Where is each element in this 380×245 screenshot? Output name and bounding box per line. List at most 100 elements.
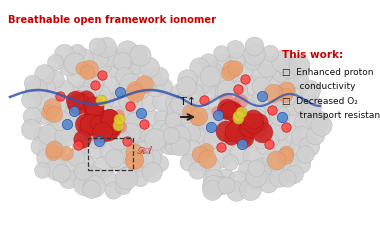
Point — [276, 175, 282, 179]
Point — [233, 129, 239, 133]
Point — [96, 132, 102, 136]
Point — [318, 123, 325, 127]
Point — [298, 134, 304, 138]
Point — [124, 140, 130, 144]
Point — [239, 116, 245, 120]
Point — [62, 134, 68, 138]
Point — [114, 123, 120, 127]
Point — [109, 122, 116, 126]
Point — [185, 160, 192, 164]
Point — [124, 174, 130, 178]
Point — [132, 91, 138, 95]
Point — [230, 134, 236, 138]
Point — [107, 149, 113, 153]
Point — [78, 175, 84, 179]
Point — [139, 148, 146, 152]
Point — [138, 111, 144, 115]
Point — [122, 74, 128, 78]
Point — [170, 118, 176, 122]
Point — [127, 105, 133, 109]
Point — [182, 118, 188, 122]
Point — [42, 99, 48, 103]
Point — [108, 124, 114, 128]
Point — [66, 115, 72, 119]
Point — [261, 118, 267, 122]
Point — [81, 182, 87, 186]
Point — [225, 72, 231, 75]
Point — [57, 94, 63, 98]
Point — [115, 114, 121, 118]
Point — [284, 176, 290, 180]
Point — [105, 128, 111, 132]
Point — [223, 98, 230, 102]
Point — [152, 137, 158, 141]
Point — [78, 145, 84, 149]
Point — [73, 155, 79, 159]
Point — [82, 122, 88, 126]
Point — [250, 122, 256, 125]
Point — [125, 97, 131, 101]
Point — [132, 133, 138, 137]
Point — [235, 87, 241, 91]
Point — [116, 117, 122, 121]
Point — [226, 107, 232, 111]
Point — [227, 72, 233, 75]
Point — [79, 137, 86, 141]
Point — [228, 133, 234, 137]
Point — [268, 95, 274, 99]
Point — [251, 83, 257, 87]
Point — [53, 167, 59, 171]
Point — [241, 131, 247, 135]
Point — [91, 174, 97, 178]
Point — [71, 61, 77, 65]
Point — [240, 68, 246, 72]
Point — [207, 165, 213, 169]
Point — [177, 144, 183, 147]
Point — [239, 142, 245, 146]
Point — [131, 150, 137, 154]
Point — [141, 122, 147, 126]
Point — [74, 143, 81, 147]
Point — [41, 72, 47, 76]
Point — [234, 89, 240, 93]
Point — [142, 157, 149, 161]
Point — [111, 128, 117, 132]
Point — [99, 115, 105, 119]
Point — [283, 125, 289, 129]
Point — [93, 123, 99, 127]
Point — [108, 124, 114, 128]
Point — [171, 143, 177, 147]
Point — [298, 103, 304, 107]
Point — [100, 165, 106, 169]
Point — [87, 122, 93, 126]
Point — [283, 151, 290, 155]
Point — [84, 71, 90, 74]
Point — [45, 132, 51, 136]
Point — [228, 67, 234, 71]
Point — [134, 53, 140, 57]
Point — [132, 121, 138, 125]
Point — [235, 179, 241, 183]
Point — [245, 121, 252, 124]
Point — [158, 127, 165, 131]
Point — [111, 156, 117, 159]
Point — [107, 116, 113, 120]
Point — [52, 77, 59, 81]
Point — [88, 187, 94, 191]
Point — [215, 113, 221, 117]
Point — [196, 119, 202, 122]
Point — [235, 93, 241, 97]
Point — [177, 91, 183, 95]
Point — [174, 108, 180, 112]
Point — [84, 99, 90, 103]
Point — [73, 105, 79, 109]
Point — [106, 54, 112, 58]
Point — [78, 115, 84, 119]
Point — [141, 82, 147, 86]
Point — [124, 49, 130, 53]
Point — [267, 51, 273, 55]
Point — [70, 101, 76, 105]
Point — [82, 130, 89, 134]
Point — [187, 110, 193, 114]
Point — [218, 61, 225, 65]
